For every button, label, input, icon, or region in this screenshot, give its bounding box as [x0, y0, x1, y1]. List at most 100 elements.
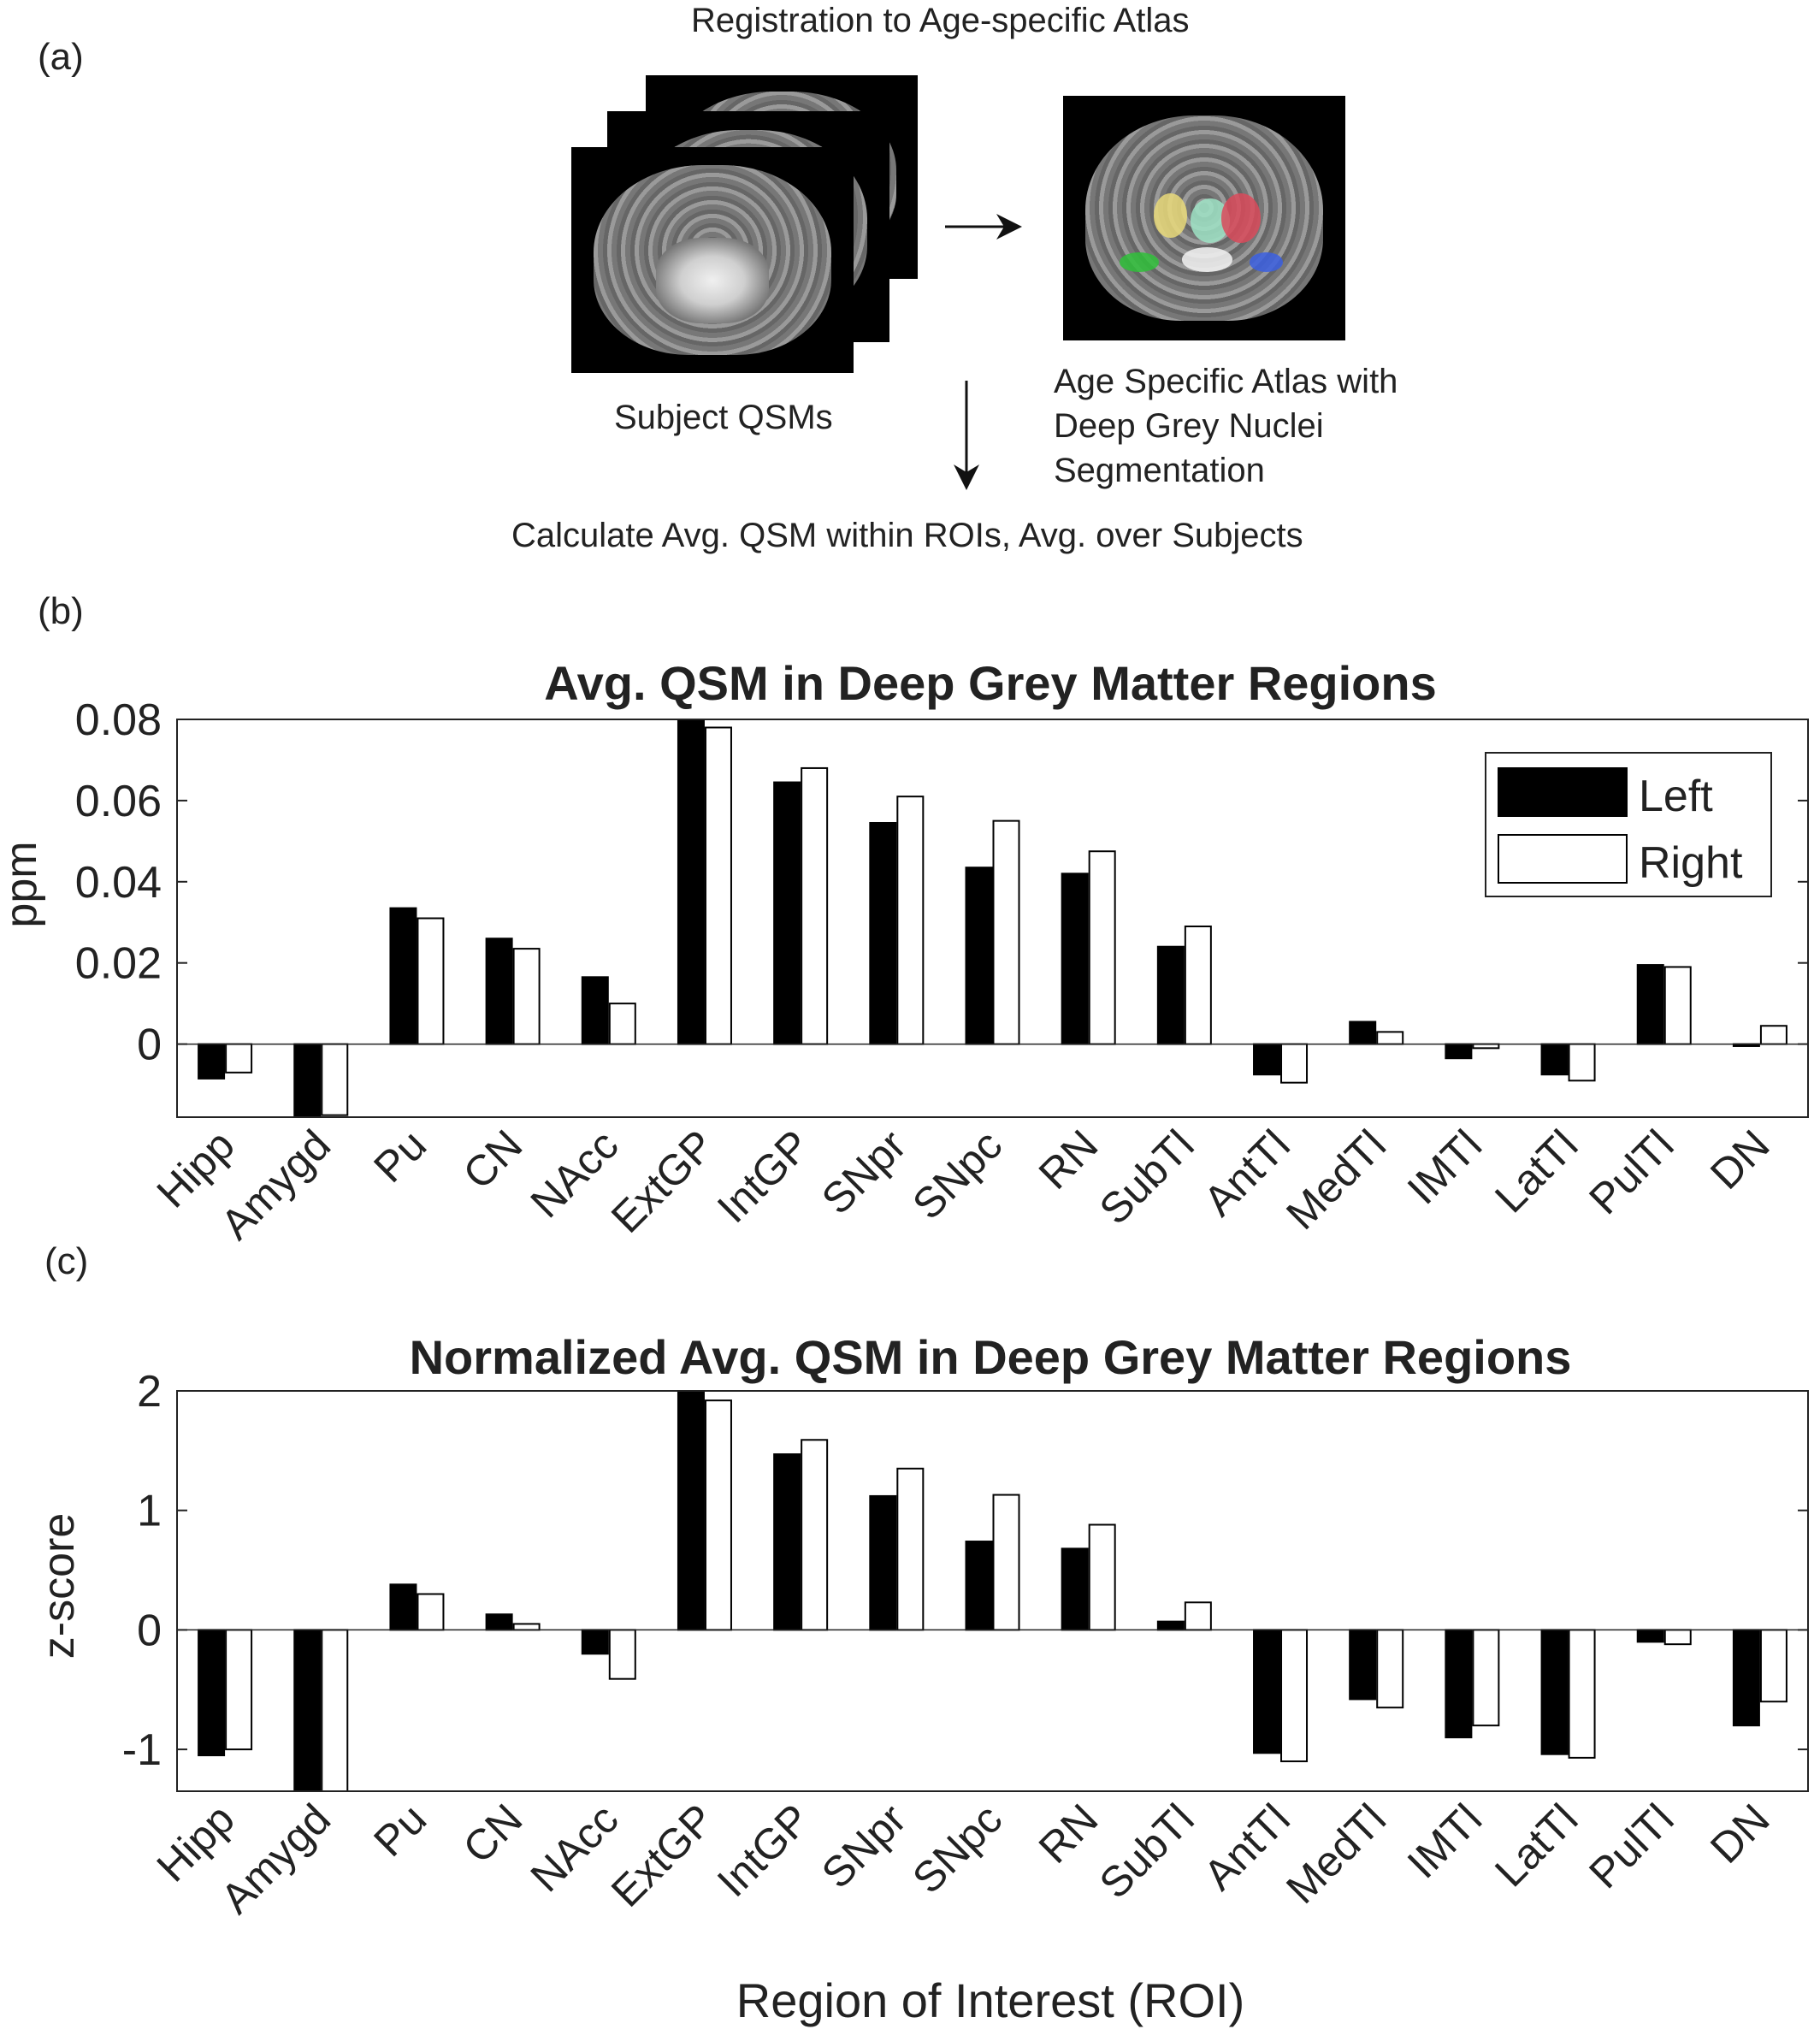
bar-left-nacc: [581, 1629, 609, 1655]
chart-c-axes-box: [176, 1390, 1809, 1792]
bar-left-lattl: [1540, 1629, 1569, 1755]
y-tick-label: -1: [122, 1725, 162, 1775]
bar-right-nacc: [608, 1629, 636, 1680]
legend-label-right: Right: [1639, 838, 1743, 888]
bar-left-subtl: [1156, 1620, 1185, 1631]
bar-left-medtl: [1349, 1629, 1377, 1701]
y-tick-label: 0: [137, 1606, 162, 1655]
x-tick-label: SNpc: [903, 1121, 1011, 1228]
x-tick-label: LatTl: [1486, 1795, 1587, 1896]
bar-left-intgp: [773, 781, 801, 1045]
bar-left-cn: [485, 938, 513, 1045]
bar-left-snpc: [965, 1541, 993, 1631]
panel-label-c: (c): [44, 1240, 89, 1282]
chart-b-yticks: 0 0.02 0.04 0.06 0.08: [75, 695, 1808, 1070]
x-tick-label: ExtGP: [602, 1795, 724, 1916]
bar-left-amygd: [293, 1629, 322, 1792]
bar-left-extgp: [677, 1390, 705, 1631]
y-tick-label: 0: [137, 1020, 162, 1070]
x-tick-label: Amygd: [211, 1795, 340, 1923]
x-tick-label: MedTl: [1277, 1121, 1395, 1239]
x-tick-label: SNpc: [903, 1795, 1011, 1902]
bar-right-snpr: [896, 1467, 925, 1631]
chart-c-yticks: -1 0 1 2: [122, 1367, 1808, 1775]
diagram-title: Registration to Age-specific Atlas: [691, 2, 1190, 39]
chart-c-ylabel: z-score: [34, 1513, 84, 1659]
bar-left-lattl: [1540, 1043, 1569, 1076]
y-tick-label: 2: [137, 1367, 162, 1417]
bar-left-cn: [485, 1613, 513, 1631]
bar-right-cn: [512, 1623, 541, 1631]
chart-c-bars: [177, 1390, 1808, 1792]
bar-right-snpr: [896, 796, 925, 1045]
bar-right-hipp: [225, 1043, 253, 1074]
x-tick-label: SNpr: [812, 1795, 915, 1897]
atlas-label: Age Specific Atlas with Deep Grey Nuclei…: [1054, 363, 1398, 489]
bar-left-medtl: [1349, 1020, 1377, 1045]
panel-label-a: (a): [38, 36, 84, 78]
bar-right-rn: [1088, 850, 1116, 1045]
bar-left-snpc: [965, 867, 993, 1045]
bar-left-anttl: [1253, 1043, 1281, 1076]
chart-c-title: Normalized Avg. QSM in Deep Grey Matter …: [410, 1330, 1572, 1384]
bar-right-anttl: [1280, 1629, 1309, 1763]
bar-right-snpc: [992, 1494, 1020, 1631]
x-tick-label: SubTl: [1090, 1795, 1203, 1908]
bar-right-hipp: [225, 1629, 253, 1751]
chart-b-legend: Left Right: [1485, 752, 1772, 897]
bar-right-amygd: [321, 1043, 349, 1116]
x-axis-label: Region of Interest (ROI): [736, 1973, 1244, 2027]
chart-b-axes-box: [176, 719, 1809, 1118]
bar-left-pu: [389, 907, 417, 1045]
x-tick-label: Amygd: [211, 1121, 340, 1249]
chart-c: Normalized Avg. QSM in Deep Grey Matter …: [34, 1330, 1809, 1923]
chart-b: Avg. QSM in Deep Grey Matter Regions ppm…: [0, 656, 1809, 1249]
bar-left-dn: [1732, 1629, 1760, 1727]
legend-swatch-right: [1498, 834, 1628, 884]
y-tick-label: 0.08: [75, 695, 162, 745]
bar-right-anttl: [1280, 1043, 1309, 1084]
subject-qsms-label: Subject QSMs: [614, 399, 833, 436]
y-tick-label: 0.06: [75, 777, 162, 826]
x-tick-label: DN: [1701, 1121, 1779, 1198]
bar-right-lattl: [1568, 1629, 1596, 1759]
bar-left-rn: [1061, 873, 1089, 1045]
x-tick-label: ExtGP: [602, 1121, 724, 1242]
bar-left-imtl: [1445, 1043, 1473, 1060]
bar-left-subtl: [1156, 945, 1185, 1045]
bar-left-snpr: [869, 1494, 897, 1631]
bar-right-pultl: [1663, 1629, 1692, 1646]
x-tick-label: Pu: [364, 1121, 435, 1192]
bar-left-extgp: [677, 719, 705, 1045]
x-tick-label: IMTl: [1398, 1795, 1491, 1887]
chart-b-title: Avg. QSM in Deep Grey Matter Regions: [544, 656, 1436, 710]
bar-right-imtl: [1472, 1629, 1500, 1727]
bar-right-lattl: [1568, 1043, 1596, 1082]
chart-b-ylabel: ppm: [0, 841, 46, 927]
bar-left-hipp: [198, 1043, 226, 1080]
bar-right-nacc: [608, 1003, 636, 1045]
x-tick-label: RN: [1030, 1795, 1108, 1872]
legend-swatch-left: [1498, 767, 1628, 817]
bar-left-intgp: [773, 1453, 801, 1631]
bar-right-cn: [512, 948, 541, 1045]
x-tick-label: IntGP: [708, 1795, 819, 1906]
bar-right-medtl: [1376, 1031, 1404, 1045]
bar-left-imtl: [1445, 1629, 1473, 1739]
bar-right-subtl: [1184, 1601, 1212, 1631]
bar-right-subtl: [1184, 925, 1212, 1045]
bar-left-hipp: [198, 1629, 226, 1757]
bar-left-nacc: [581, 976, 609, 1045]
atlas-image: [1063, 96, 1345, 340]
bar-right-pu: [417, 917, 445, 1045]
y-tick-label: 0.02: [75, 939, 162, 989]
bar-left-anttl: [1253, 1629, 1281, 1754]
bar-left-snpr: [869, 821, 897, 1045]
bar-left-pultl: [1636, 1629, 1664, 1643]
bar-left-amygd: [293, 1043, 322, 1118]
bar-right-amygd: [321, 1629, 349, 1792]
chart-b-bars: [177, 719, 1808, 1118]
x-tick-label: Pu: [364, 1795, 435, 1866]
bar-left-pu: [389, 1583, 417, 1631]
